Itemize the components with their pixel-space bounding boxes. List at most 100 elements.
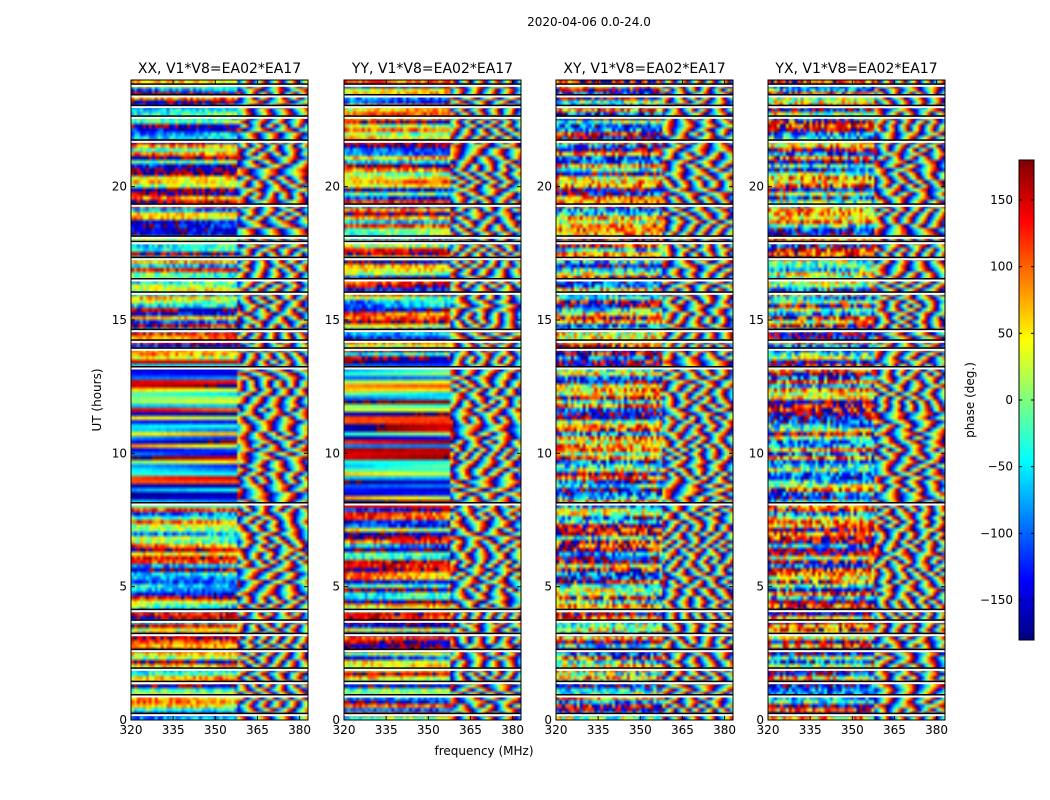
y-tick-label: 5 [756,580,764,594]
flag-band-light [131,695,308,698]
flag-band-light [344,84,521,87]
flag-band-light [556,650,733,653]
y-tick-label: 0 [119,713,127,727]
phase-image [344,80,521,720]
y-tick-label: 15 [749,313,764,327]
flag-band-light [131,634,308,637]
flag-band-light [344,695,521,698]
flag-band-light [556,682,733,685]
flag-band-light [131,204,308,207]
x-tick-label: 320 [757,723,780,737]
y-tick-label: 15 [325,313,340,327]
x-tick-label: 365 [883,723,906,737]
flag-band-light [344,106,521,109]
y-tick-label: 10 [325,446,340,460]
phase-image [556,80,733,720]
flag-band-light [768,204,945,207]
phase-image [131,80,308,720]
x-tick-label: 350 [841,723,864,737]
flag-band-light [556,668,733,671]
colorbar-tick-label: 0 [1005,393,1013,407]
flag-band-light [344,682,521,685]
flag-band-light [768,84,945,87]
flag-band-light [131,610,308,613]
flag-band-light [768,95,945,98]
panel-xy: XY, V1*V8=EA02*EA17 320 335 350 365 380 0 5 10 15… [537,61,736,737]
panel-title: XY, V1*V8=EA02*EA17 [563,61,725,77]
flag-band-light [768,106,945,109]
flag-band-light [131,95,308,98]
flag-band-light [556,340,733,343]
flag-band-light [131,330,308,333]
y-tick-label: 10 [749,446,764,460]
flag-band-light [344,650,521,653]
flag-band-light [131,242,308,245]
flag-band-light [344,668,521,671]
flag-band-light [131,620,308,623]
flag-band-light [344,279,521,282]
flag-band-light [556,714,733,717]
flag-band-light [768,236,945,239]
x-tick-label: 380 [288,723,311,737]
x-tick-label: 350 [417,723,440,737]
flag-band-light [556,610,733,613]
flag-band-light [131,714,308,717]
x-tick-label: 365 [459,723,482,737]
flag-band-light [344,242,521,245]
x-tick-label: 320 [545,723,568,737]
flag-band-light [556,634,733,637]
flag-band-light [768,330,945,333]
flag-band-light [344,258,521,261]
y-tick-label: 0 [332,713,340,727]
y-tick-label: 15 [112,313,127,327]
flag-band-light [344,367,521,370]
flag-band-light [556,140,733,143]
flag-band-light [556,620,733,623]
flag-band-light [131,367,308,370]
flag-band-light [768,116,945,119]
y-tick-label: 0 [544,713,552,727]
flag-band-light [768,682,945,685]
phase-image [768,80,945,720]
flag-band-light [556,106,733,109]
x-axis-label: frequency (MHz) [434,744,533,758]
x-tick-label: 335 [799,723,822,737]
flag-band-light [556,242,733,245]
flag-band-light [344,714,521,717]
flag-band-light [344,634,521,637]
flag-band-light [768,695,945,698]
x-tick-label: 335 [587,723,610,737]
flag-band-light [768,258,945,261]
flag-band-light [344,330,521,333]
x-tick-label: 335 [162,723,185,737]
flag-band-light [556,503,733,506]
flag-band-light [344,503,521,506]
x-tick-label: 350 [204,723,227,737]
x-tick-label: 335 [375,723,398,737]
flag-band-light [556,695,733,698]
y-tick-label: 5 [332,580,340,594]
flag-band-light [344,620,521,623]
flag-band-light [556,292,733,295]
panel-title: XX, V1*V8=EA02*EA17 [138,61,301,77]
colorbar-tick-label: −150 [980,593,1013,607]
flag-band-light [344,610,521,613]
flag-band-light [556,204,733,207]
flag-band-light [768,503,945,506]
flag-band-light [131,279,308,282]
flag-band-light [344,116,521,119]
flag-band-light [768,634,945,637]
flag-band-light [768,620,945,623]
flag-band-light [344,204,521,207]
panels: XX, V1*V8=EA02*EA17 320 335 350 365 380 0 5 10 15… [112,61,948,737]
flag-band-light [344,340,521,343]
panel-frame [555,79,734,721]
flag-band-light [131,682,308,685]
panel-frame [130,79,309,721]
y-tick-label: 20 [112,180,127,194]
flag-band-light [768,668,945,671]
flag-band-light [768,279,945,282]
flag-band-light [556,95,733,98]
figure-title: 2020-04-06 0.0-24.0 [527,15,651,29]
